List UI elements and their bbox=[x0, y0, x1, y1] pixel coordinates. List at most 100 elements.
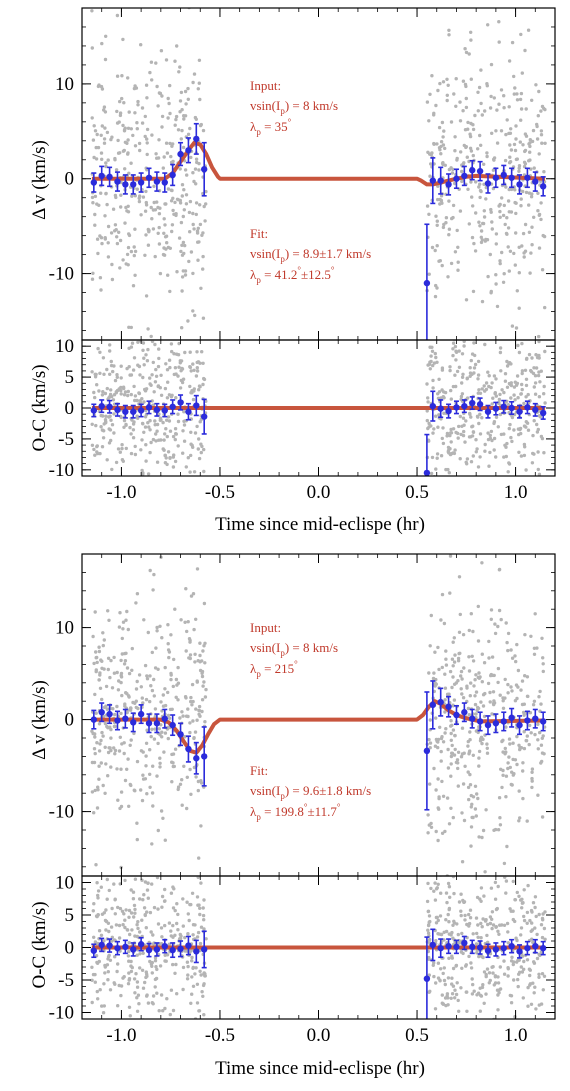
scatter-point bbox=[498, 987, 503, 991]
scatter-point bbox=[180, 253, 185, 257]
scatter-point bbox=[540, 104, 545, 109]
scatter-point bbox=[500, 250, 504, 255]
scatter-point bbox=[178, 937, 182, 941]
scatter-point bbox=[471, 932, 475, 936]
scatter-point bbox=[469, 844, 473, 848]
scatter-point bbox=[166, 116, 170, 120]
scatter-point bbox=[174, 497, 177, 500]
scatter-point bbox=[506, 941, 510, 945]
scatter-point bbox=[536, 722, 540, 726]
scatter-point bbox=[155, 84, 159, 89]
scatter-point bbox=[436, 396, 441, 400]
scatter-point bbox=[539, 743, 544, 747]
scatter-point bbox=[182, 764, 186, 768]
scatter-point bbox=[175, 992, 179, 996]
scatter-point bbox=[125, 928, 129, 932]
scatter-point bbox=[182, 208, 186, 212]
scatter-point bbox=[468, 730, 472, 734]
scatter-point bbox=[127, 804, 131, 808]
scatter-point bbox=[521, 996, 525, 1000]
scatter-point bbox=[93, 735, 97, 739]
scatter-point bbox=[454, 350, 459, 354]
scatter-point bbox=[451, 664, 455, 668]
scatter-point bbox=[532, 961, 537, 965]
scatter-point bbox=[449, 388, 453, 393]
scatter-point bbox=[509, 685, 513, 689]
scatter-point bbox=[176, 128, 181, 132]
scatter-point bbox=[526, 28, 531, 32]
scatter-point bbox=[466, 739, 470, 744]
fit-lambda-top: λp = 41.2°±12.5° bbox=[250, 265, 335, 285]
scatter-point bbox=[471, 629, 475, 634]
scatter-point bbox=[426, 881, 430, 886]
scatter-point bbox=[121, 385, 126, 389]
scatter-point bbox=[163, 202, 167, 206]
scatter-point bbox=[495, 108, 499, 112]
scatter-point bbox=[109, 438, 113, 443]
scatter-point bbox=[503, 746, 507, 751]
scatter-point bbox=[461, 633, 466, 637]
scatter-point bbox=[436, 392, 440, 396]
scatter-point bbox=[149, 930, 153, 934]
scatter-point bbox=[123, 878, 127, 883]
scatter-point bbox=[503, 222, 507, 227]
scatter-point bbox=[539, 109, 543, 113]
binned-point bbox=[122, 404, 129, 419]
scatter-point bbox=[135, 592, 140, 596]
scatter-point bbox=[138, 148, 142, 153]
scatter-point bbox=[469, 961, 473, 965]
scatter-point bbox=[93, 751, 97, 756]
scatter-point bbox=[489, 94, 493, 99]
scatter-point bbox=[133, 227, 137, 231]
scatter-point bbox=[507, 511, 510, 514]
scatter-point bbox=[181, 214, 185, 219]
scatter-point bbox=[542, 392, 546, 396]
scatter-point bbox=[150, 971, 154, 975]
scatter-point bbox=[454, 430, 458, 435]
scatter-point bbox=[104, 762, 108, 766]
scatter-point bbox=[98, 276, 103, 280]
scatter-point bbox=[134, 972, 138, 976]
scatter-point bbox=[103, 963, 107, 968]
scatter-point bbox=[199, 122, 203, 127]
scatter-point bbox=[131, 890, 136, 894]
scatter-point bbox=[456, 932, 460, 937]
scatter-point bbox=[118, 266, 122, 270]
scatter-point bbox=[161, 693, 165, 697]
scatter-point bbox=[460, 392, 465, 396]
scatter-point bbox=[181, 897, 185, 901]
y-tick-label: -10 bbox=[49, 460, 74, 481]
scatter-point bbox=[146, 327, 150, 331]
scatter-point bbox=[440, 665, 444, 670]
scatter-point bbox=[435, 360, 439, 364]
scatter-point bbox=[168, 111, 172, 116]
scatter-point bbox=[182, 423, 187, 427]
scatter-point bbox=[160, 935, 164, 939]
scatter-point bbox=[110, 843, 113, 846]
scatter-point bbox=[110, 935, 115, 939]
scatter-point bbox=[457, 651, 461, 656]
scatter-point bbox=[493, 631, 498, 636]
scatter-point bbox=[533, 985, 537, 989]
scatter-point bbox=[480, 680, 484, 684]
scatter-point bbox=[464, 145, 468, 150]
scatter-point bbox=[183, 935, 187, 940]
binned-point bbox=[445, 695, 452, 718]
scatter-point bbox=[92, 811, 96, 815]
scatter-point bbox=[135, 1009, 140, 1013]
scatter-point bbox=[93, 129, 98, 133]
scatter-point bbox=[483, 442, 487, 447]
scatter-point bbox=[113, 229, 117, 233]
scatter-point bbox=[502, 106, 506, 110]
scatter-point bbox=[185, 173, 189, 177]
scatter-point bbox=[189, 695, 193, 700]
scatter-point bbox=[197, 708, 201, 713]
scatter-point bbox=[96, 785, 100, 789]
scatter-point bbox=[117, 120, 121, 124]
scatter-point bbox=[129, 373, 134, 377]
scatter-point bbox=[513, 263, 517, 267]
scatter-point bbox=[103, 745, 107, 749]
binned-point bbox=[423, 433, 431, 476]
scatter-point bbox=[443, 731, 447, 735]
scatter-point bbox=[166, 642, 170, 646]
